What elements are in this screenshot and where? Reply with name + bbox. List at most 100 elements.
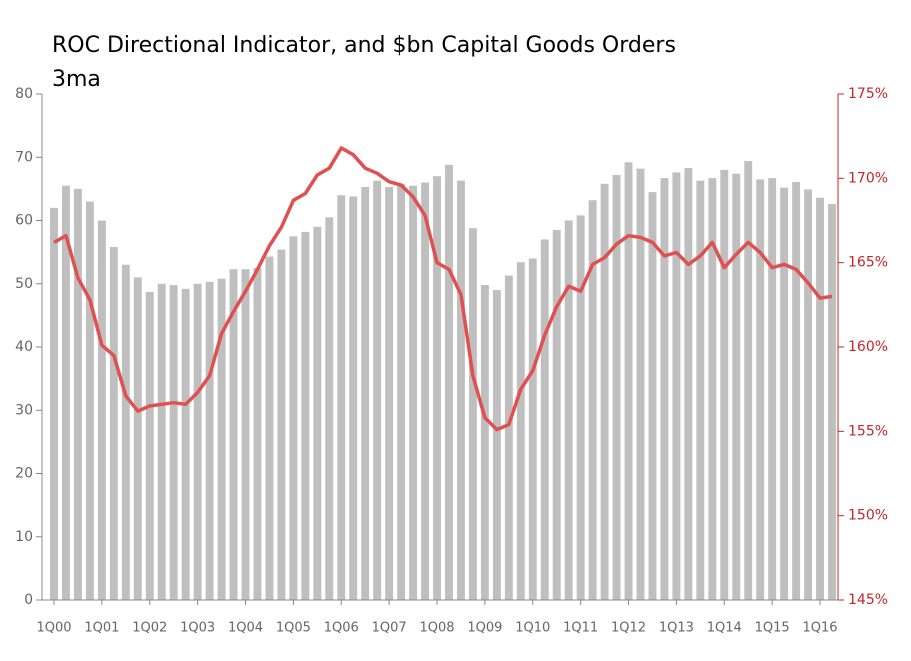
x-tick-label: 1Q12 xyxy=(611,621,646,636)
y-tick-label: 60 xyxy=(15,213,33,229)
y2-tick-label: 165% xyxy=(848,255,888,271)
bar xyxy=(648,192,657,600)
x-tick-label: 1Q11 xyxy=(563,621,598,636)
x-tick-label: 1Q07 xyxy=(372,621,407,636)
y-tick-label: 0 xyxy=(24,592,33,608)
x-tick-label: 1Q16 xyxy=(803,621,838,636)
y-tick-label: 20 xyxy=(15,466,33,482)
bar xyxy=(504,275,513,600)
x-tick-label: 1Q02 xyxy=(132,621,167,636)
bar xyxy=(289,236,298,600)
bar xyxy=(780,187,789,601)
x-tick-label: 1Q08 xyxy=(419,621,454,636)
chart-title: ROC Directional Indicator, and $bn Capit… xyxy=(52,33,676,58)
bar xyxy=(576,215,585,600)
y2-tick-label: 145% xyxy=(848,592,888,608)
x-tick-label: 1Q06 xyxy=(324,621,359,636)
bar xyxy=(301,231,310,600)
bar xyxy=(73,188,82,600)
bar xyxy=(684,168,693,600)
y-tick-label: 30 xyxy=(15,402,33,418)
bar xyxy=(660,178,669,600)
bar xyxy=(768,178,777,600)
bar xyxy=(792,181,801,601)
y2-tick-label: 150% xyxy=(848,508,888,524)
y2-tick-label: 175% xyxy=(848,86,888,102)
chart-subtitle: 3ma xyxy=(52,67,101,92)
bar xyxy=(181,288,190,600)
bar xyxy=(492,290,501,600)
bar xyxy=(277,249,286,600)
x-tick-label: 1Q14 xyxy=(707,621,742,636)
bar xyxy=(62,185,70,600)
bar xyxy=(241,269,250,600)
bar xyxy=(145,291,154,600)
bar xyxy=(121,264,130,600)
y-tick-label: 10 xyxy=(15,529,33,545)
y-tick-label: 40 xyxy=(15,339,33,355)
bar xyxy=(756,179,765,600)
y2-tick-label: 155% xyxy=(848,423,888,439)
bar xyxy=(421,182,429,601)
bar xyxy=(85,201,94,600)
bar xyxy=(253,267,262,600)
bar xyxy=(409,185,418,600)
bar xyxy=(169,285,178,600)
bar xyxy=(373,180,382,600)
bar xyxy=(313,226,322,600)
bar xyxy=(457,180,465,600)
y-tick-label: 70 xyxy=(15,149,33,165)
bar xyxy=(193,283,202,600)
bar xyxy=(528,258,537,600)
bar xyxy=(540,239,549,600)
bar xyxy=(337,195,346,600)
bar xyxy=(516,262,525,600)
bar xyxy=(445,164,453,600)
bar xyxy=(636,168,645,600)
bar xyxy=(672,172,681,600)
bar xyxy=(349,196,358,600)
y2-tick-label: 160% xyxy=(848,339,888,355)
bar xyxy=(133,277,142,600)
bar xyxy=(50,207,58,600)
x-tick-label: 1Q13 xyxy=(659,621,694,636)
bar xyxy=(828,204,836,600)
bar xyxy=(708,178,717,600)
bar xyxy=(816,197,824,601)
bar xyxy=(265,256,274,600)
bar xyxy=(612,174,621,600)
bar xyxy=(696,180,705,600)
bar xyxy=(600,183,609,600)
bar xyxy=(552,229,561,601)
x-tick-label: 1Q09 xyxy=(467,621,502,636)
line xyxy=(53,146,833,432)
bar xyxy=(588,200,597,600)
y-tick-label: 50 xyxy=(15,276,33,292)
bar xyxy=(564,220,573,600)
bar xyxy=(325,217,334,600)
bar xyxy=(720,169,729,600)
bar xyxy=(397,183,406,600)
y-tick-label: 80 xyxy=(15,86,33,102)
bar xyxy=(624,162,633,600)
bar xyxy=(109,247,118,600)
bar xyxy=(732,173,741,600)
bar xyxy=(217,278,226,600)
x-tick-label: 1Q15 xyxy=(755,621,790,636)
x-tick-label: 1Q05 xyxy=(276,621,311,636)
y2-tick-label: 170% xyxy=(848,170,888,186)
bar xyxy=(480,285,489,600)
bar xyxy=(361,186,370,601)
x-tick-label: 1Q04 xyxy=(228,621,263,636)
x-tick-label: 1Q01 xyxy=(84,621,119,636)
x-tick-label: 1Q03 xyxy=(180,621,215,636)
bar xyxy=(205,281,214,600)
bar xyxy=(385,186,394,601)
bar xyxy=(804,189,813,600)
bar xyxy=(157,283,166,600)
x-tick-label: 1Q10 xyxy=(515,621,550,636)
bar xyxy=(744,161,753,601)
bar xyxy=(229,269,238,600)
bar xyxy=(97,220,106,600)
